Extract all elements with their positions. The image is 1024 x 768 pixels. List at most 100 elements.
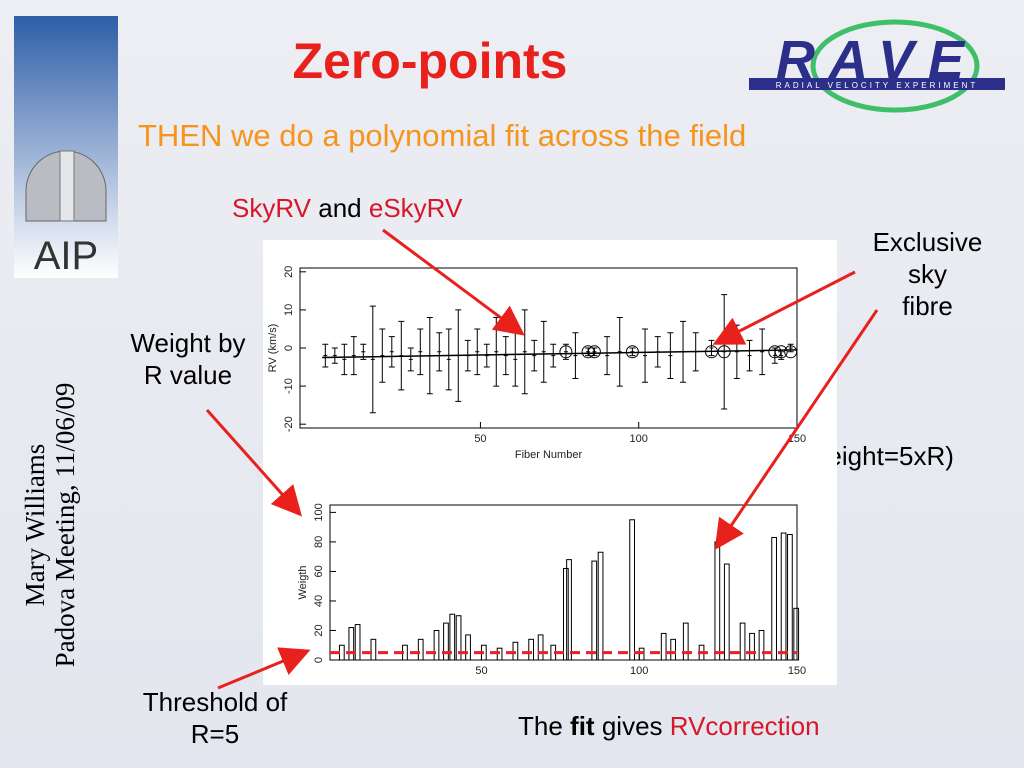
- error-point: [572, 332, 579, 379]
- note-line: R value: [143, 360, 233, 390]
- note-text: gives: [601, 711, 663, 741]
- y-tick-label: 100: [313, 503, 325, 521]
- note-line: Threshold of: [142, 687, 288, 717]
- error-point: [493, 317, 500, 387]
- weight-bar: [682, 622, 689, 661]
- logo-name: RAVE: [776, 30, 978, 90]
- weight-bar: [566, 559, 572, 661]
- logo-tagline: RADIAL VELOCITY EXPERIMENT: [776, 81, 978, 90]
- skyrv-note: SkyRV and eSkyRV: [232, 192, 462, 224]
- error-bar: [369, 305, 376, 414]
- error-point: [474, 328, 481, 376]
- note-line: fibre: [902, 291, 953, 321]
- weight-bar: [370, 638, 377, 661]
- note-text: and: [318, 193, 362, 223]
- institute: AIP: [34, 234, 98, 278]
- weight-bar: [433, 629, 440, 661]
- y-tick-label: -10: [283, 378, 295, 394]
- x-tick-label: 100: [630, 433, 648, 445]
- error-bar: [616, 317, 623, 387]
- y-tick-label: 20: [283, 266, 295, 278]
- error-bar: [436, 332, 443, 372]
- x-tick-label: 50: [474, 433, 486, 445]
- y-tick-label: 80: [313, 536, 325, 548]
- error-bar: [708, 339, 715, 357]
- error-bar: [407, 347, 414, 372]
- note-line: Weight by: [130, 328, 246, 358]
- error-point: [445, 328, 452, 391]
- rave-logo: RAVE RADIAL VELOCITY EXPERIMENT: [749, 19, 1005, 113]
- x-axis-label: Fiber Number: [515, 449, 583, 461]
- note-text: fit: [570, 711, 595, 741]
- weight-note: Weight by R value: [108, 327, 268, 391]
- error-point: [708, 339, 715, 357]
- error-bar: [512, 332, 519, 387]
- x-tick-label: 100: [630, 665, 648, 677]
- error-point: [436, 332, 443, 372]
- weight-bar: [660, 632, 667, 661]
- x-tick-label: 150: [788, 433, 806, 445]
- x-tick-label: 150: [788, 665, 806, 677]
- note-line: Exclusive: [872, 227, 983, 257]
- error-point: [417, 328, 424, 376]
- error-bar: [493, 317, 500, 387]
- error-point: [550, 343, 557, 368]
- note-line: R=5: [190, 719, 240, 749]
- y-tick-label: -20: [283, 416, 295, 432]
- weight-bar: [749, 632, 755, 661]
- note-text: The: [518, 711, 563, 741]
- weight-bar: [739, 622, 746, 661]
- y-tick-label: 0: [313, 657, 325, 663]
- error-bar: [550, 343, 557, 368]
- weight-bar: [348, 627, 355, 661]
- y-tick-label: 20: [313, 624, 325, 636]
- error-bar: [474, 328, 481, 376]
- error-bar: [360, 343, 367, 360]
- weight-bar: [591, 560, 598, 661]
- error-point: [331, 347, 338, 364]
- y-axis-label: RV (km/s): [267, 324, 279, 373]
- error-bar: [562, 343, 569, 360]
- y-tick-label: 10: [283, 304, 295, 316]
- error-point: [369, 305, 376, 414]
- sky-fibre-marker: [625, 345, 639, 359]
- weight-bar: [629, 519, 635, 661]
- y-tick-label: 0: [283, 345, 295, 351]
- weight-bar: [597, 551, 604, 661]
- error-bar: [445, 328, 452, 391]
- error-bar: [667, 332, 674, 379]
- exclusive-note: Exclusive sky fibre: [845, 226, 1010, 322]
- weight-bar: [528, 638, 535, 661]
- weight-bar: [758, 629, 765, 661]
- error-bar: [388, 336, 395, 368]
- error-point: [642, 328, 649, 383]
- subtitle: THEN we do a polynomial fit across the f…: [138, 118, 747, 153]
- weight-bar: [537, 634, 544, 661]
- aip-logo: AIP: [14, 16, 118, 278]
- error-point: [512, 332, 519, 387]
- error-bar: [642, 328, 649, 383]
- error-bar: [604, 336, 611, 376]
- error-bar: [379, 328, 386, 383]
- error-point: [562, 343, 569, 360]
- error-point: [540, 320, 547, 383]
- error-bar: [521, 309, 528, 395]
- error-point: [667, 332, 674, 379]
- sky-fibre-marker: [581, 345, 595, 359]
- weight-bar: [449, 613, 456, 661]
- sky-fibre-marker: [587, 345, 601, 359]
- fit-note: The fit gives RVcorrection: [518, 710, 820, 742]
- weight-bar: [793, 607, 800, 661]
- note-text: eSkyRV: [368, 193, 463, 223]
- sky-fibre-marker: [559, 345, 573, 359]
- error-bar: [572, 332, 579, 379]
- error-point: [407, 347, 414, 372]
- note-text: RVcorrection: [669, 711, 820, 741]
- weight-bar: [563, 567, 569, 661]
- note-line: sky: [908, 259, 947, 289]
- error-point: [379, 328, 386, 383]
- weight-bar: [723, 563, 730, 661]
- y-tick-label: 40: [313, 595, 325, 607]
